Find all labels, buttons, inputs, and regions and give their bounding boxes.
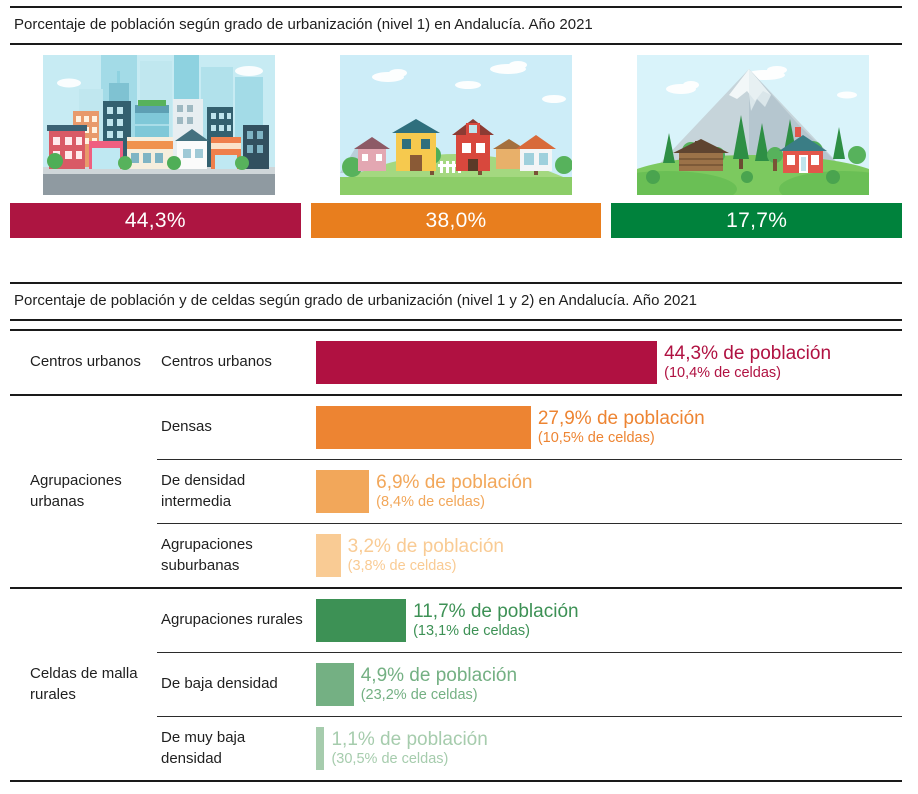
bar-cell: 44,3% de población (10,4% de celdas) — [316, 341, 902, 384]
bar-labels: 4,9% de población (23,2% de celdas) — [361, 665, 517, 705]
table-row: De baja densidad 4,9% de población (23,2% … — [157, 652, 902, 716]
group-rows: Agrupaciones rurales 11,7% de población (1… — [157, 589, 902, 780]
table-row: Agrupaciones rurales 11,7% de población (1… — [157, 589, 902, 652]
group-label: Centros urbanos — [30, 353, 141, 371]
table-row: Centros urbanos 44,3% de población (10,4% … — [157, 331, 902, 394]
section-level2: Porcentaje de población y de celdas segú… — [10, 282, 902, 782]
bar-cell: 6,9% de población (8,4% de celdas) — [316, 470, 902, 513]
table-group-1: Agrupaciones urbanas Densas 27,9% de pobla… — [10, 396, 902, 589]
village-illustration — [339, 55, 572, 195]
table-row: Densas 27,9% de población (10,5% de celdas… — [157, 396, 902, 459]
cells-percentage: (10,5% de celdas) — [537, 430, 655, 447]
level1-bars: 44,3% 38,0% 17,7% — [10, 203, 903, 238]
population-percentage: 11,7% de población — [413, 600, 579, 622]
cells-percentage: (13,1% de celdas) — [413, 623, 530, 640]
population-bar — [316, 341, 658, 384]
population-bar — [316, 406, 531, 449]
bar-labels: 27,9% de población (10,5% de celdas) — [538, 408, 705, 448]
row-label: Densas — [161, 418, 212, 436]
section-level1: Porcentaje de población según grado de u… — [10, 6, 903, 238]
population-bar — [316, 599, 407, 642]
row-label: Centros urbanos — [161, 353, 272, 371]
bar-cell: 11,7% de población (13,1% de celdas) — [316, 599, 902, 642]
bar-labels: 44,3% de población (10,4% de celdas) — [664, 343, 831, 383]
bar-cell: 27,9% de población (10,5% de celdas) — [316, 406, 902, 449]
bar-labels: 1,1% de población (30,5% de celdas) — [331, 729, 487, 769]
row-label: De baja densidad — [161, 675, 278, 693]
section2-title: Porcentaje de población y de celdas segú… — [14, 292, 697, 309]
level1-bar-agrupaciones-urbanas: 38,0% — [310, 203, 602, 238]
population-percentage: 27,9% de población — [537, 407, 705, 429]
section2-title-rule — [10, 319, 902, 321]
row-label: De densidad intermedia — [161, 472, 246, 510]
row-label: De muy baja densidad — [161, 729, 246, 767]
group-label: Celdas de malla rurales — [30, 665, 138, 703]
table-row: De muy baja densidad 1,1% de población (30… — [157, 716, 902, 780]
city-illustration-cell — [10, 55, 307, 195]
population-bar — [316, 534, 341, 577]
cells-percentage: (3,8% de celdas) — [347, 558, 457, 575]
top-rule — [10, 6, 902, 8]
section1-title-rule — [10, 43, 902, 45]
population-percentage: 44,3% de población — [664, 342, 832, 364]
section1-title: Porcentaje de población según grado de u… — [14, 16, 593, 33]
group-rows: Centros urbanos 44,3% de población (10,4% … — [157, 331, 902, 394]
bar-cell: 4,9% de población (23,2% de celdas) — [316, 663, 902, 706]
rural-illustration — [637, 55, 870, 195]
bar-cell: 3,2% de población (3,8% de celdas) — [316, 534, 902, 577]
table-row: Agrupaciones suburbanas 3,2% de población… — [157, 523, 902, 587]
village-illustration-cell — [307, 55, 604, 195]
urbanization-table: Centros urbanos Centros urbanos 44,3% de p… — [10, 329, 902, 782]
cells-percentage: (10,4% de celdas) — [664, 365, 781, 382]
level1-bar-centros-urbanos: 44,3% — [10, 203, 301, 238]
population-bar — [316, 663, 354, 706]
bar-cell: 1,1% de población (30,5% de celdas) — [316, 727, 902, 770]
table-row: De densidad intermedia 6,9% de población(… — [157, 459, 902, 523]
cells-percentage: (8,4% de celdas) — [376, 494, 485, 511]
level1-bar-celdas-rurales: 17,7% — [611, 203, 903, 238]
population-bar — [316, 727, 325, 770]
population-bar — [316, 470, 370, 513]
table-group-2: Celdas de malla rurales Agrupaciones rura… — [10, 589, 902, 782]
table-group-0: Centros urbanos Centros urbanos 44,3% de p… — [10, 331, 902, 396]
population-percentage: 6,9% de población — [376, 471, 533, 493]
row-label: Agrupaciones rurales — [161, 611, 303, 629]
group-rows: Densas 27,9% de población (10,5% de celdas… — [157, 396, 902, 587]
city-illustration — [42, 55, 275, 195]
population-percentage: 1,1% de población — [331, 728, 488, 750]
cells-percentage: (30,5% de celdas) — [331, 751, 449, 768]
rural-illustration-cell — [605, 55, 902, 195]
row-label: Agrupaciones suburbanas — [161, 536, 253, 574]
illustration-row — [10, 55, 902, 195]
bar-labels: 11,7% de población (13,1% de celdas) — [413, 601, 579, 641]
population-percentage: 3,2% de población — [347, 535, 504, 557]
cells-percentage: (23,2% de celdas) — [360, 687, 478, 704]
section2-top-rule — [10, 282, 902, 284]
bar-labels: 6,9% de población (8,4% de celdas) — [376, 472, 532, 512]
population-percentage: 4,9% de población — [360, 664, 518, 686]
group-label: Agrupaciones urbanas — [30, 472, 122, 510]
bar-labels: 3,2% de población (3,8% de celdas) — [348, 536, 504, 576]
